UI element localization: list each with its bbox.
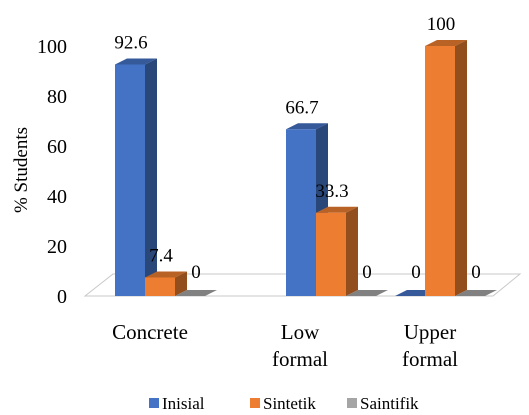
bar xyxy=(346,290,388,296)
y-tick-label: 20 xyxy=(47,236,67,258)
data-label: 0 xyxy=(362,262,372,283)
bar xyxy=(145,271,187,296)
data-label: 7.4 xyxy=(149,246,173,267)
data-label: 0 xyxy=(471,262,481,283)
data-label: 100 xyxy=(427,14,456,35)
legend-item: Sintetik xyxy=(250,394,316,413)
legend-swatch xyxy=(149,398,159,408)
legend-swatch xyxy=(250,398,260,408)
x-tick-label: Low formal xyxy=(272,320,328,371)
data-label: 0 xyxy=(191,262,201,283)
y-axis-label: % Students xyxy=(11,127,32,213)
y-tick-label: 60 xyxy=(47,136,67,158)
bar xyxy=(316,206,358,296)
legend-item: Saintifik xyxy=(347,394,419,413)
data-label: 0 xyxy=(411,262,421,283)
y-tick-label: 100 xyxy=(37,36,67,58)
bar xyxy=(175,290,217,296)
data-labels: 92.6 7.4 0 66.7 33.3 0 0 100 0 xyxy=(114,14,480,283)
legend-label: Sintetik xyxy=(263,394,316,413)
legend-item: Inisial xyxy=(149,394,205,413)
x-tick-label: Upper formal xyxy=(402,320,458,371)
data-label: 92.6 xyxy=(114,33,147,54)
legend-swatch xyxy=(347,398,357,408)
data-label: 33.3 xyxy=(315,181,348,202)
y-tick-label: 0 xyxy=(57,286,67,308)
legend-label: Saintifik xyxy=(360,394,419,413)
legend: Inisial Sintetik Saintifik xyxy=(149,394,419,413)
bars xyxy=(115,40,497,296)
bar xyxy=(425,40,467,296)
y-axis: 0 20 40 60 80 100 xyxy=(37,36,67,308)
y-tick-label: 40 xyxy=(47,186,67,208)
bar xyxy=(455,290,497,296)
data-label: 66.7 xyxy=(285,97,318,118)
bar xyxy=(115,58,157,296)
x-tick-label: Concrete xyxy=(112,320,188,344)
x-axis: Concrete Low formal Upper formal xyxy=(112,320,458,371)
y-tick-label: 80 xyxy=(47,86,67,108)
legend-label: Inisial xyxy=(162,394,205,413)
